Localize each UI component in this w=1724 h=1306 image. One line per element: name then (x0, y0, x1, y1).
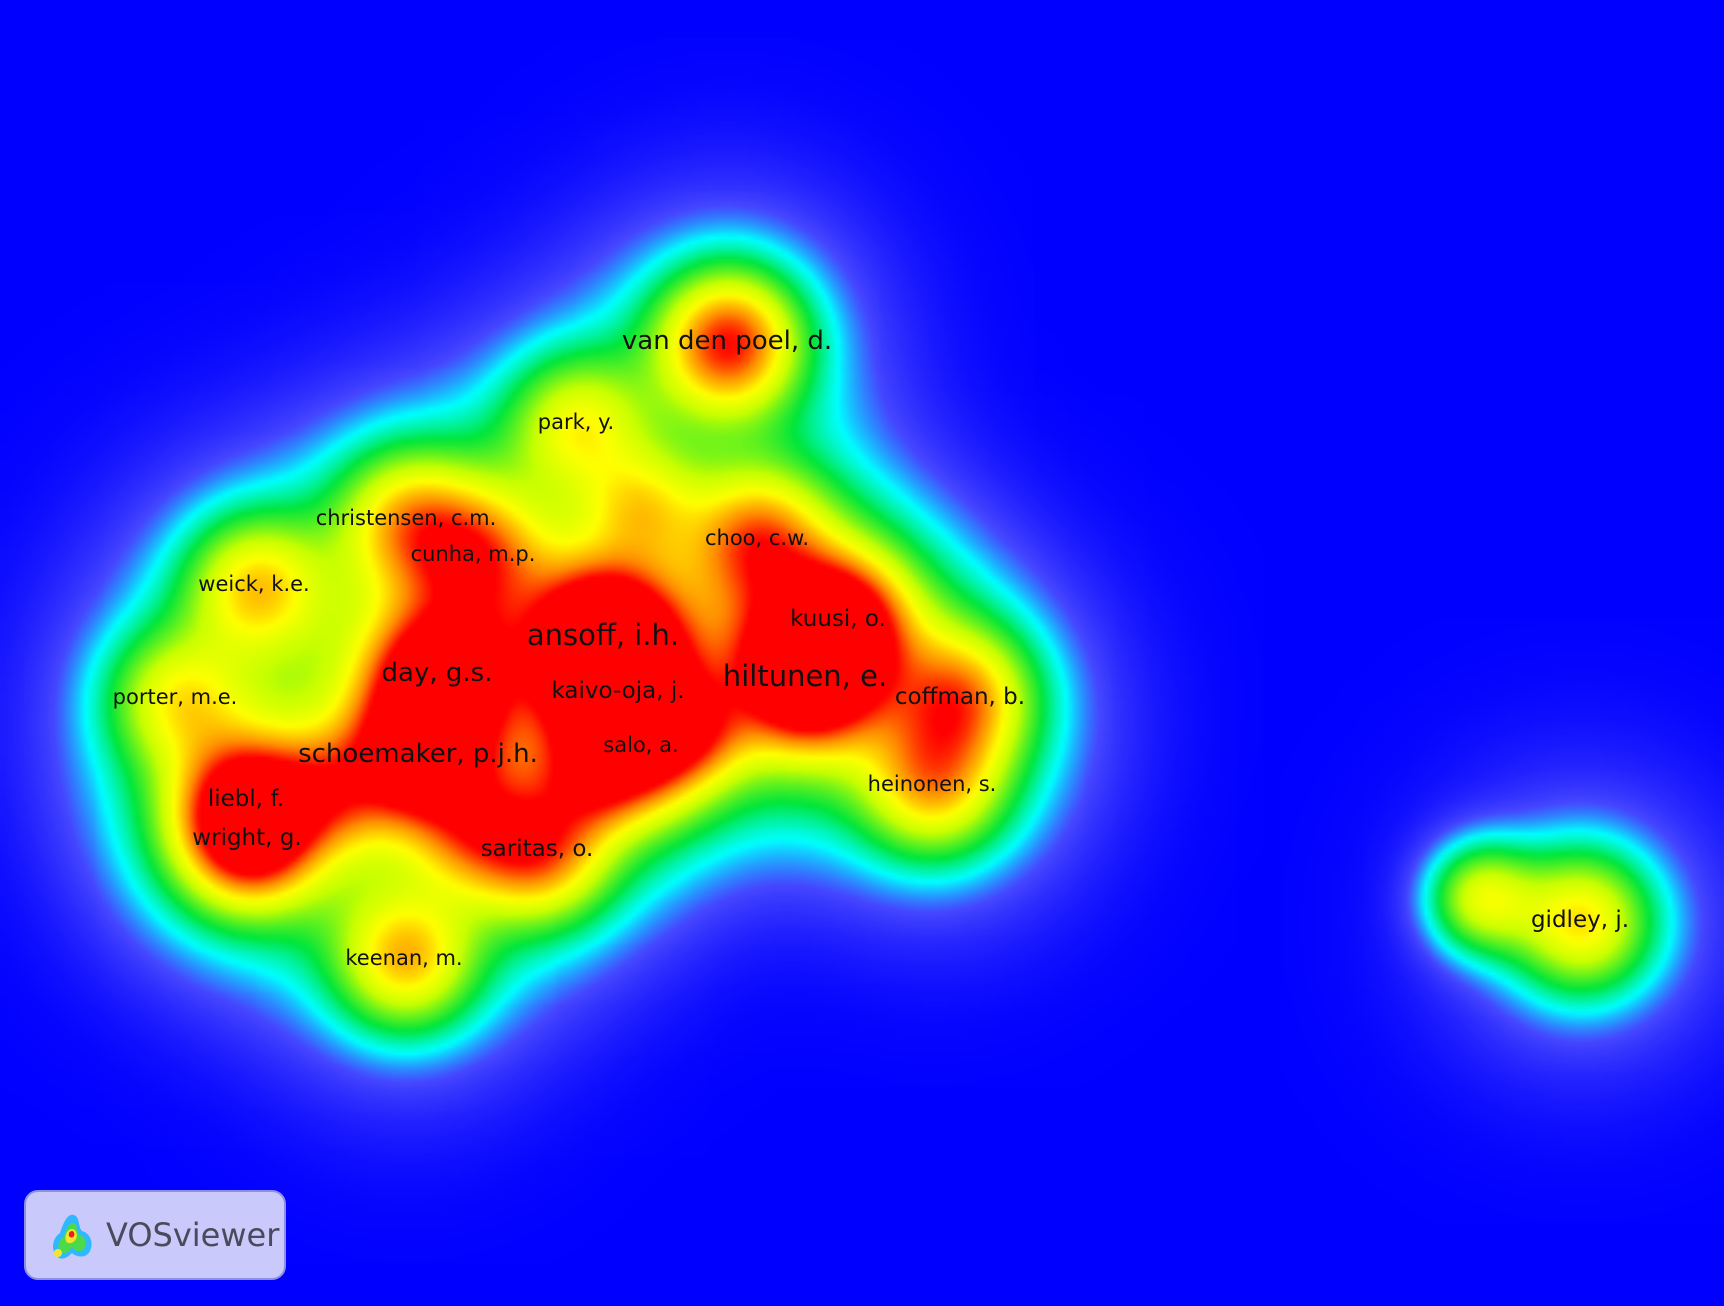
node-label[interactable]: heinonen, s. (867, 772, 997, 796)
node-label[interactable]: day, g.s. (381, 658, 493, 688)
node-label[interactable]: coffman, b. (894, 684, 1026, 710)
node-label[interactable]: liebl, f. (207, 786, 285, 812)
node-label[interactable]: cunha, m.p. (410, 542, 536, 566)
node-label[interactable]: saritas, o. (480, 836, 594, 862)
node-label[interactable]: hiltunen, e. (722, 659, 888, 693)
node-label[interactable]: ansoff, i.h. (526, 618, 680, 652)
node-label[interactable]: wright, g. (192, 825, 302, 851)
node-label[interactable]: weick, k.e. (198, 572, 310, 596)
vosviewer-badge: VOSviewer (24, 1190, 286, 1280)
node-label[interactable]: salo, a. (603, 733, 679, 757)
node-label[interactable]: kaivo-oja, j. (551, 678, 685, 704)
node-label[interactable]: kuusi, o. (790, 606, 886, 632)
node-label[interactable]: van den poel, d. (621, 326, 833, 356)
node-label[interactable]: christensen, c.m. (315, 506, 497, 530)
app-name: VOSviewer (106, 1216, 280, 1254)
node-label[interactable]: keenan, m. (345, 946, 463, 970)
node-label[interactable]: gidley, j. (1530, 907, 1630, 933)
node-label[interactable]: choo, c.w. (704, 526, 810, 550)
vosviewer-logo-icon (53, 1214, 92, 1259)
node-label[interactable]: park, y. (537, 410, 615, 434)
node-label[interactable]: schoemaker, p.j.h. (298, 739, 538, 769)
node-label[interactable]: porter, m.e. (112, 685, 238, 709)
